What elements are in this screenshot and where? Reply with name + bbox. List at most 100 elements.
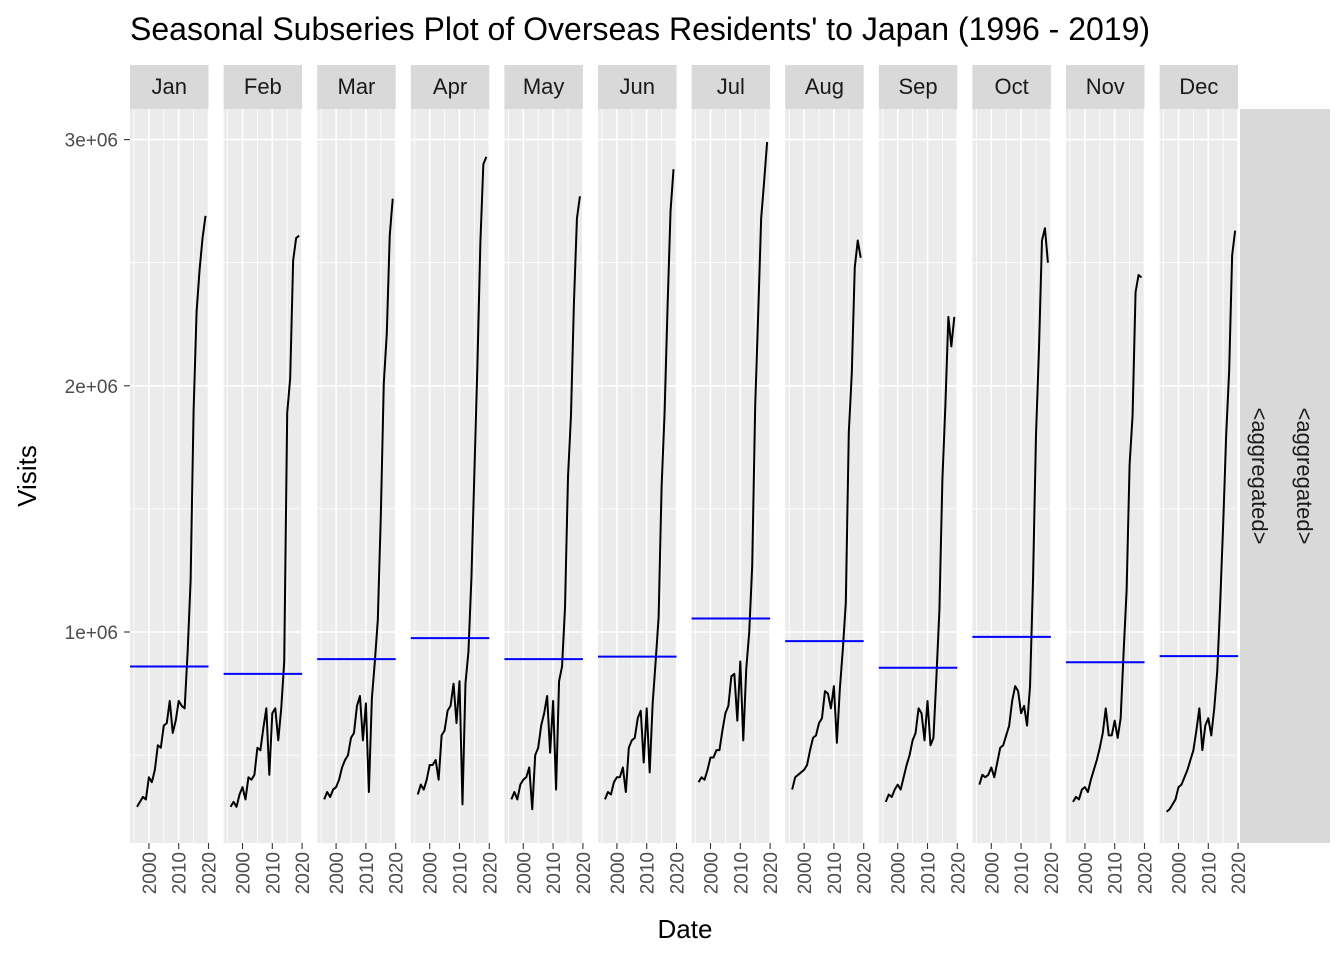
panel-feb: Feb 2000 2010 2020 [223, 65, 314, 894]
x-tick-label: 2020 [387, 852, 408, 894]
panel-dec: Dec 2000 2010 2020 [1159, 65, 1250, 894]
x-tick-label: 2020 [574, 852, 595, 894]
x-axis-title: Date [658, 914, 713, 944]
x-tick-label: 2020 [200, 852, 221, 894]
panel-background [878, 109, 958, 843]
strip-background [785, 65, 864, 109]
strip-background [223, 65, 303, 109]
x-tick-label: 2000 [889, 852, 910, 894]
x-tick-label: 2010 [1012, 852, 1033, 894]
panel-may: May 2000 2010 2020 [504, 65, 595, 894]
series-line-apr [416, 156, 488, 806]
x-tick-label: 2010 [451, 852, 472, 894]
facet-panels: Jan 2000 2010 2020 Feb 2000 2010 2020 Mar 2000 201… [130, 65, 1250, 894]
x-tick-label: 2010 [825, 852, 846, 894]
x-tick-label: 2020 [293, 852, 314, 894]
x-tick-label: 2010 [638, 852, 659, 894]
panel-mar: Mar 2000 2010 2020 [317, 65, 408, 894]
panel-background [785, 109, 864, 843]
x-tick-label: 2020 [761, 852, 782, 894]
panel-background [1159, 109, 1239, 843]
strip-label: Jul [717, 74, 745, 99]
x-tick-label: 2000 [982, 852, 1003, 894]
strip-background [1066, 65, 1145, 109]
panel-sep: Sep 2000 2010 2020 [878, 65, 969, 894]
row-strip-label-aggregated: <aggregated> [1247, 407, 1272, 544]
series-line-aug [791, 239, 862, 790]
series-line-jul [697, 141, 769, 783]
row-strip: <aggregated> <aggregated> [1240, 109, 1330, 843]
x-tick-label: 2000 [795, 852, 816, 894]
panel-background [1066, 109, 1145, 843]
y-tick-label: 1e+06 [65, 623, 118, 644]
strip-label: Sep [898, 74, 937, 99]
x-tick-label: 2000 [234, 852, 255, 894]
strip-label: Dec [1179, 74, 1218, 99]
x-tick-label: 2000 [421, 852, 442, 894]
strip-label: Aug [805, 74, 844, 99]
x-tick-label: 2020 [948, 852, 969, 894]
row-strip-background [1240, 109, 1330, 843]
y-axis-title: Visits [12, 445, 42, 507]
x-tick-label: 2020 [480, 852, 501, 894]
series-line-dec [1165, 230, 1237, 813]
panel-jan: Jan 2000 2010 2020 [130, 65, 221, 894]
series-line-jan [136, 215, 207, 808]
strip-background [598, 65, 677, 109]
panel-aug: Aug 2000 2010 2020 [785, 65, 876, 894]
panel-background [223, 109, 303, 843]
x-tick-label: 2020 [1229, 852, 1250, 894]
panel-background [972, 109, 1051, 843]
series-line-feb [229, 234, 300, 808]
strip-label: Jun [620, 74, 655, 99]
series-line-nov [1072, 274, 1143, 803]
x-tick-label: 2020 [1042, 852, 1063, 894]
strip-background [1159, 65, 1239, 109]
panel-oct: Oct 2000 2010 2020 [972, 65, 1063, 894]
x-tick-label: 2010 [357, 852, 378, 894]
x-tick-label: 2020 [1136, 852, 1157, 894]
panel-background [598, 109, 677, 843]
x-tick-label: 2000 [514, 852, 535, 894]
panel-nov: Nov 2000 2010 2020 [1066, 65, 1157, 894]
panel-background [317, 109, 396, 843]
x-tick-label: 2000 [327, 852, 348, 894]
panel-background [410, 109, 490, 843]
chart-title: Seasonal Subseries Plot of Overseas Resi… [130, 11, 1150, 47]
strip-background [317, 65, 396, 109]
x-tick-label: 2020 [668, 852, 689, 894]
y-tick-label: 3e+06 [65, 131, 118, 152]
series-line-sep [884, 315, 956, 803]
x-tick-label: 2000 [1076, 852, 1097, 894]
panel-background [691, 109, 771, 843]
strip-label: Feb [244, 74, 282, 99]
x-tick-label: 2010 [731, 852, 752, 894]
panel-jun: Jun 2000 2010 2020 [598, 65, 689, 894]
series-line-oct [978, 227, 1049, 785]
x-tick-label: 2000 [702, 852, 723, 894]
strip-label: May [523, 74, 565, 99]
x-tick-label: 2000 [140, 852, 161, 894]
strip-label: Apr [433, 74, 467, 99]
strip-background [878, 65, 958, 109]
strip-label: Jan [152, 74, 187, 99]
x-tick-label: 2020 [855, 852, 876, 894]
x-tick-label: 2010 [170, 852, 191, 894]
x-tick-label: 2010 [1106, 852, 1127, 894]
panel-jul: Jul 2000 2010 2020 [691, 65, 782, 894]
panel-background [504, 109, 583, 843]
strip-background [130, 65, 209, 109]
x-tick-label: 2010 [263, 852, 284, 894]
strip-background [691, 65, 771, 109]
strip-background [504, 65, 583, 109]
series-line-may [510, 196, 581, 811]
x-tick-label: 2010 [544, 852, 565, 894]
strip-background [410, 65, 490, 109]
series-line-mar [323, 198, 394, 800]
series-line-jun [604, 169, 675, 800]
x-tick-label: 2000 [608, 852, 629, 894]
panel-apr: Apr 2000 2010 2020 [410, 65, 501, 894]
x-tick-label: 2010 [919, 852, 940, 894]
strip-background [972, 65, 1051, 109]
